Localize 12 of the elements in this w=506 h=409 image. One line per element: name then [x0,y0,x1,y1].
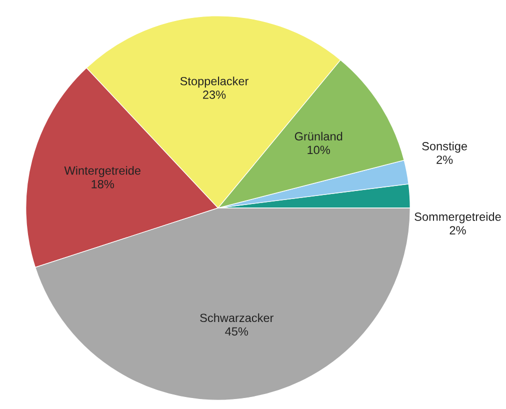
data-label: 2% [436,156,453,164]
data-label: 18% [92,180,114,188]
slice-label: Grünland [294,132,342,141]
data-label: 10% [308,146,330,154]
data-label: 2% [450,226,466,234]
slice-label: Sonstige [422,142,468,153]
data-label: 23% [203,90,226,99]
slice-label: Wintergetreide [64,166,140,178]
slice-label: Sommergetreide [414,212,501,224]
data-label: 45% [225,327,248,336]
slice-label: Stoppelacker [180,76,249,88]
slice-label: Schwarzacker [200,313,274,322]
